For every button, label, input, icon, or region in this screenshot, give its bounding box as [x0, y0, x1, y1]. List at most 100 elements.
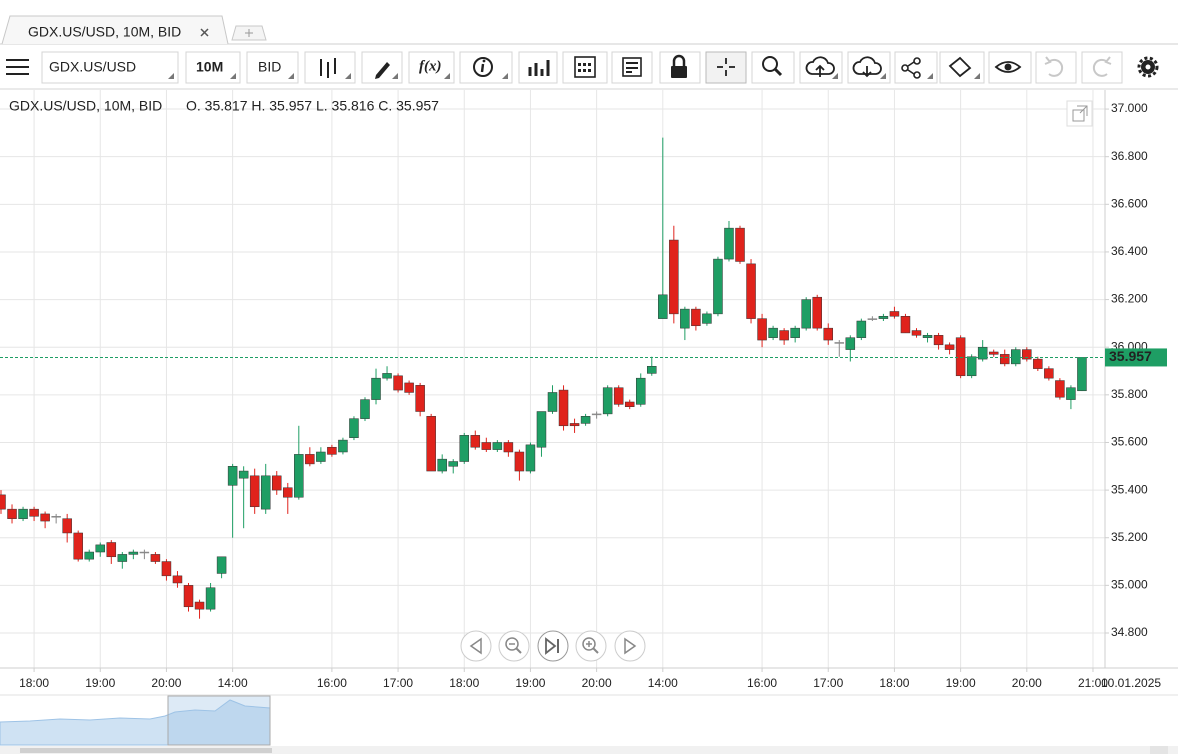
candle-body — [327, 446, 337, 455]
candle-body — [911, 330, 922, 336]
candle-body — [1077, 357, 1087, 392]
settings-button[interactable] — [1137, 56, 1159, 78]
candle-body — [227, 466, 238, 486]
candle-body — [724, 227, 734, 260]
cloud-down-icon — [862, 66, 872, 78]
candle-body — [194, 601, 205, 610]
candle-body — [503, 442, 514, 453]
candle-body — [51, 516, 61, 518]
interval-button[interactable] — [185, 51, 241, 84]
candle-body — [62, 518, 72, 534]
dropdown-arrow — [230, 73, 236, 79]
candle-body — [0, 494, 6, 510]
reset-button[interactable] — [537, 630, 569, 662]
scrollbar-thumb[interactable] — [20, 748, 272, 753]
info-icon — [482, 59, 486, 63]
tab-close[interactable] — [200, 28, 209, 37]
dropdown-arrow — [832, 73, 838, 79]
symbol-text: GDX.US/USD — [49, 59, 136, 75]
draw-button[interactable] — [361, 51, 403, 84]
symbol-input[interactable] — [41, 51, 179, 84]
crosshair-button[interactable] — [705, 51, 747, 84]
dropdown-arrow — [927, 73, 933, 79]
x-tick-label: 19:00 — [85, 676, 115, 690]
undo-button[interactable] — [1035, 51, 1077, 84]
candle-body — [878, 315, 889, 319]
tab[interactable] — [1, 15, 229, 45]
navigator-area — [0, 699, 271, 746]
candle-body — [393, 375, 403, 391]
candle-body — [977, 346, 988, 360]
candle-body — [900, 315, 911, 334]
x-tick-label: 17:00 — [383, 676, 413, 690]
dropdown-arrow — [392, 73, 398, 79]
x-tick-label: 18:00 — [19, 676, 49, 690]
scrollbar-arrow[interactable] — [1150, 746, 1168, 754]
candle-body — [635, 377, 646, 405]
y-tick-label: 35.400 — [1111, 482, 1148, 496]
x-tick-label: 20:00 — [151, 676, 181, 690]
candle-body — [735, 227, 745, 262]
candle-body — [139, 551, 150, 554]
x-tick-label: 20:00 — [582, 676, 612, 690]
x-tick-label: 16:00 — [317, 676, 347, 690]
navigator-window[interactable] — [167, 695, 271, 746]
dropdown-arrow — [168, 73, 174, 79]
candle-body — [823, 327, 834, 341]
candle-body — [260, 475, 271, 510]
candle-body — [360, 399, 370, 419]
candle-body — [294, 454, 304, 498]
redo-icon — [1104, 56, 1112, 65]
calendar-button[interactable] — [562, 51, 608, 84]
candle-body — [305, 454, 315, 465]
candle-body — [7, 508, 17, 519]
candle-body — [624, 401, 635, 407]
candle-body — [238, 470, 249, 479]
news-icon — [622, 57, 642, 77]
scrollbar — [0, 746, 1178, 754]
info-icon — [473, 57, 493, 77]
candle-body — [459, 435, 470, 462]
candle-body — [40, 513, 50, 522]
bars-icon — [528, 60, 550, 76]
x-tick-label: 18:00 — [879, 676, 909, 690]
candle-body — [669, 239, 679, 315]
candle-body — [999, 354, 1010, 365]
candle-body — [1033, 358, 1043, 369]
zoom-icon — [773, 67, 783, 77]
price-type-text: BID — [258, 59, 281, 75]
function-text: f(x) — [419, 58, 442, 74]
pencil-icon — [375, 62, 390, 79]
candle-body — [525, 444, 536, 472]
candle-body — [779, 330, 789, 341]
candle-body — [602, 387, 613, 415]
candle-body — [415, 385, 425, 412]
x-tick-label: 18:00 — [449, 676, 479, 690]
y-tick-label: 34.800 — [1111, 625, 1148, 639]
candle-body — [183, 585, 194, 608]
dropdown-arrow — [444, 73, 450, 79]
menu-button[interactable] — [6, 59, 29, 75]
x-tick-label: 14:00 — [218, 676, 248, 690]
redo-button[interactable] — [1081, 51, 1123, 84]
grid — [0, 90, 1105, 668]
candle-body — [106, 542, 117, 558]
y-tick-label: 36.400 — [1111, 244, 1148, 258]
candle-body — [150, 554, 161, 562]
candle-body — [128, 551, 139, 555]
zoom-in-button[interactable] — [575, 630, 607, 662]
candle-body — [249, 475, 260, 508]
crosshair-icon — [717, 58, 735, 76]
candle-body — [1022, 349, 1032, 360]
scroll-left-button[interactable] — [460, 630, 492, 662]
x-tick-label: 16:00 — [747, 676, 777, 690]
volume-button[interactable] — [518, 51, 558, 84]
theme-button[interactable] — [939, 51, 985, 84]
y-tick-label: 37.000 — [1111, 101, 1148, 115]
last-price-tag — [1105, 348, 1167, 367]
popout-button[interactable] — [1066, 100, 1093, 127]
scroll-right-button[interactable] — [614, 630, 646, 662]
zoom-out-button[interactable] — [498, 630, 530, 662]
